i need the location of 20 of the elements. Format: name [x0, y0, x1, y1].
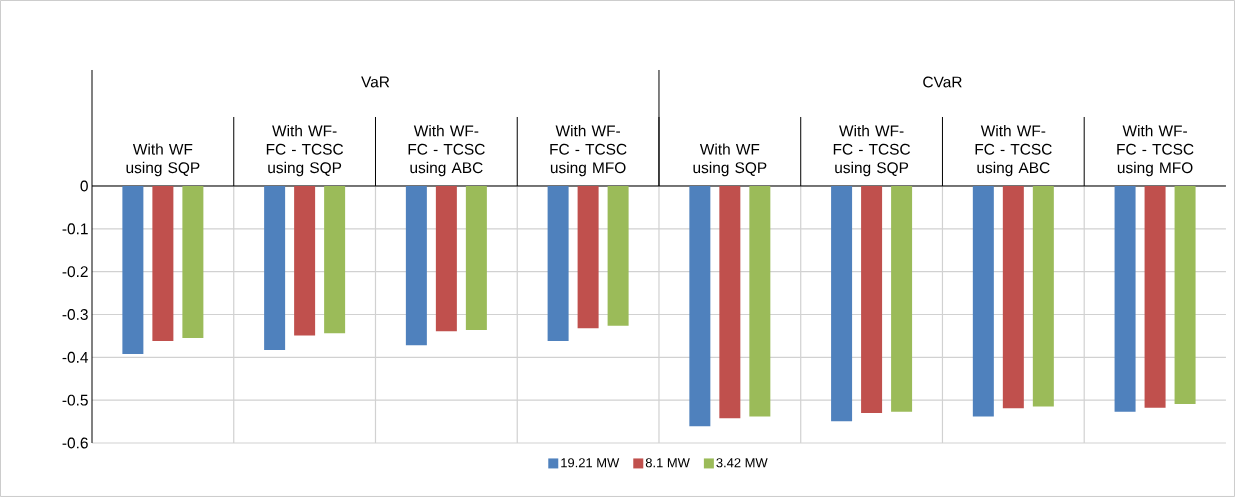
y-tick-label: -0.6 — [62, 437, 88, 449]
x-tick-label: With WF using SQP — [693, 143, 767, 177]
x-tick-label: With WF-FC - TCSC using SQP — [833, 124, 911, 177]
text: CVaR — [923, 76, 962, 88]
x-tick-label: With WF-FC - TCSC using MFO — [1117, 124, 1194, 177]
legend-label: 19.21 MW — [561, 458, 620, 468]
legend-label: 3.42 MW — [716, 458, 768, 468]
x-tick-label: With WF-FC - TCSC using SQP — [266, 124, 344, 177]
y-tick-label: -0.4 — [62, 351, 89, 363]
x-tick-label: With WF-FC - TCSC using ABC — [408, 124, 485, 177]
y-tick-label: -0.1 — [62, 223, 88, 235]
y-tick-label: -0.2 — [62, 266, 88, 278]
y-tick-label: -0.5 — [62, 394, 88, 406]
y-tick-label: 0 — [80, 180, 88, 192]
x-tick-label: With WF-FC - TCSC using MFO — [550, 124, 627, 177]
x-tick-label: With WF using SQP — [126, 143, 200, 177]
text: VaR — [361, 76, 390, 88]
y-tick-label: -0.3 — [62, 309, 88, 320]
legend-label: 8.1 MW — [645, 458, 690, 468]
x-tick-label: With WF-FC - TCSC using ABC — [975, 124, 1052, 177]
